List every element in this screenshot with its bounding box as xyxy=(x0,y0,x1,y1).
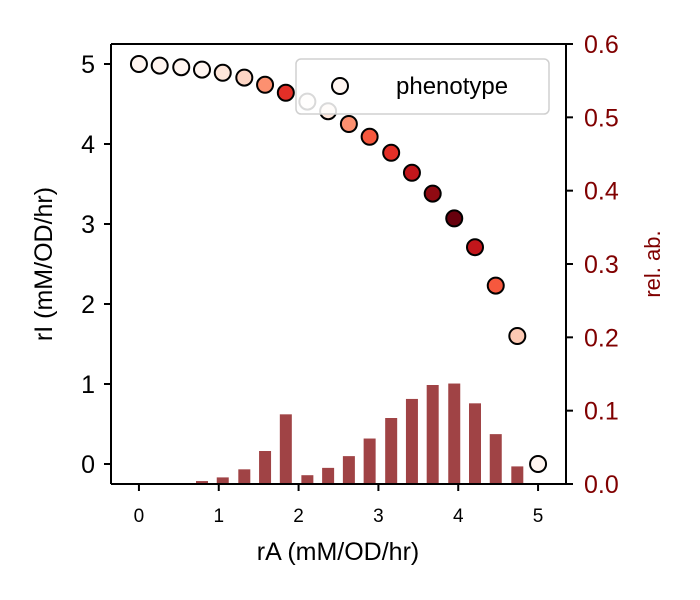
y2-tick-label-0: 0.0 xyxy=(584,471,619,499)
point-0 xyxy=(129,55,148,73)
y-tick-label-2: 2 xyxy=(81,291,95,319)
y-tick-label-4: 4 xyxy=(81,131,95,159)
legend-box xyxy=(295,58,550,115)
bar-18 xyxy=(511,466,524,484)
legend-marker xyxy=(331,77,349,95)
y2-tick-label-3: 0.3 xyxy=(584,251,619,279)
bar-14 xyxy=(426,385,439,484)
x-tick-label-4: 4 xyxy=(453,506,464,527)
x-axis-label: rA (mM/OD/hr) xyxy=(257,538,420,566)
point-2 xyxy=(172,58,191,77)
axes-layer xyxy=(110,43,567,485)
y2-tick-label-5: 0.5 xyxy=(584,104,619,132)
y-axis-label: rI (mM/OD/hr) xyxy=(30,187,58,341)
bar-3 xyxy=(196,481,208,484)
bar-17 xyxy=(489,434,502,484)
bar-12 xyxy=(385,418,398,484)
y2-tick-label-1: 0.1 xyxy=(584,398,619,426)
bar-8 xyxy=(301,475,314,484)
point-7 xyxy=(276,83,295,102)
point-3 xyxy=(193,60,211,79)
bars-layer xyxy=(196,383,524,484)
point-17 xyxy=(486,276,505,295)
bar-11 xyxy=(363,438,376,484)
point-13 xyxy=(402,163,421,182)
point-12 xyxy=(382,143,401,162)
bar-6 xyxy=(259,451,272,484)
x-tick-label-5: 5 xyxy=(533,506,544,527)
y2-tick-label-2: 0.2 xyxy=(584,324,619,352)
x-tick-label-0: 0 xyxy=(134,506,145,527)
bar-10 xyxy=(342,456,355,484)
point-15 xyxy=(445,209,464,228)
y-tick-label-3: 3 xyxy=(81,211,95,239)
point-14 xyxy=(423,184,442,203)
point-10 xyxy=(339,115,358,133)
point-6 xyxy=(256,75,275,94)
bar-13 xyxy=(405,398,418,484)
legend: phenotype xyxy=(295,58,550,115)
point-16 xyxy=(466,238,484,257)
point-19 xyxy=(529,455,548,473)
legend-label: phenotype xyxy=(396,73,508,100)
ticks-layer: 0 1 2 3 4 5 0 1 2 3 4 5 0.0 0.1 0.2 0.3 0.4 0.5 0.6 xyxy=(81,31,619,527)
point-5 xyxy=(235,68,254,87)
y-tick-label-5: 5 xyxy=(81,51,95,79)
y-tick-label-1: 1 xyxy=(81,371,95,399)
bar-9 xyxy=(322,467,335,484)
x-tick-label-3: 3 xyxy=(373,506,384,527)
bar-16 xyxy=(469,403,481,484)
y-tick-label-0: 0 xyxy=(81,451,95,479)
bar-4 xyxy=(216,477,229,484)
point-4 xyxy=(213,63,232,82)
y2-tick-label-6: 0.6 xyxy=(584,31,619,59)
bar-5 xyxy=(238,469,251,484)
y2-tick-label-4: 0.4 xyxy=(584,178,619,206)
bar-7 xyxy=(279,414,292,484)
point-1 xyxy=(150,56,169,75)
x-tick-label-1: 1 xyxy=(213,506,224,527)
bar-15 xyxy=(448,383,461,484)
y2-axis-label: rel. ab. xyxy=(640,230,665,297)
point-18 xyxy=(508,327,527,345)
x-tick-label-2: 2 xyxy=(293,506,304,527)
point-11 xyxy=(360,127,379,146)
